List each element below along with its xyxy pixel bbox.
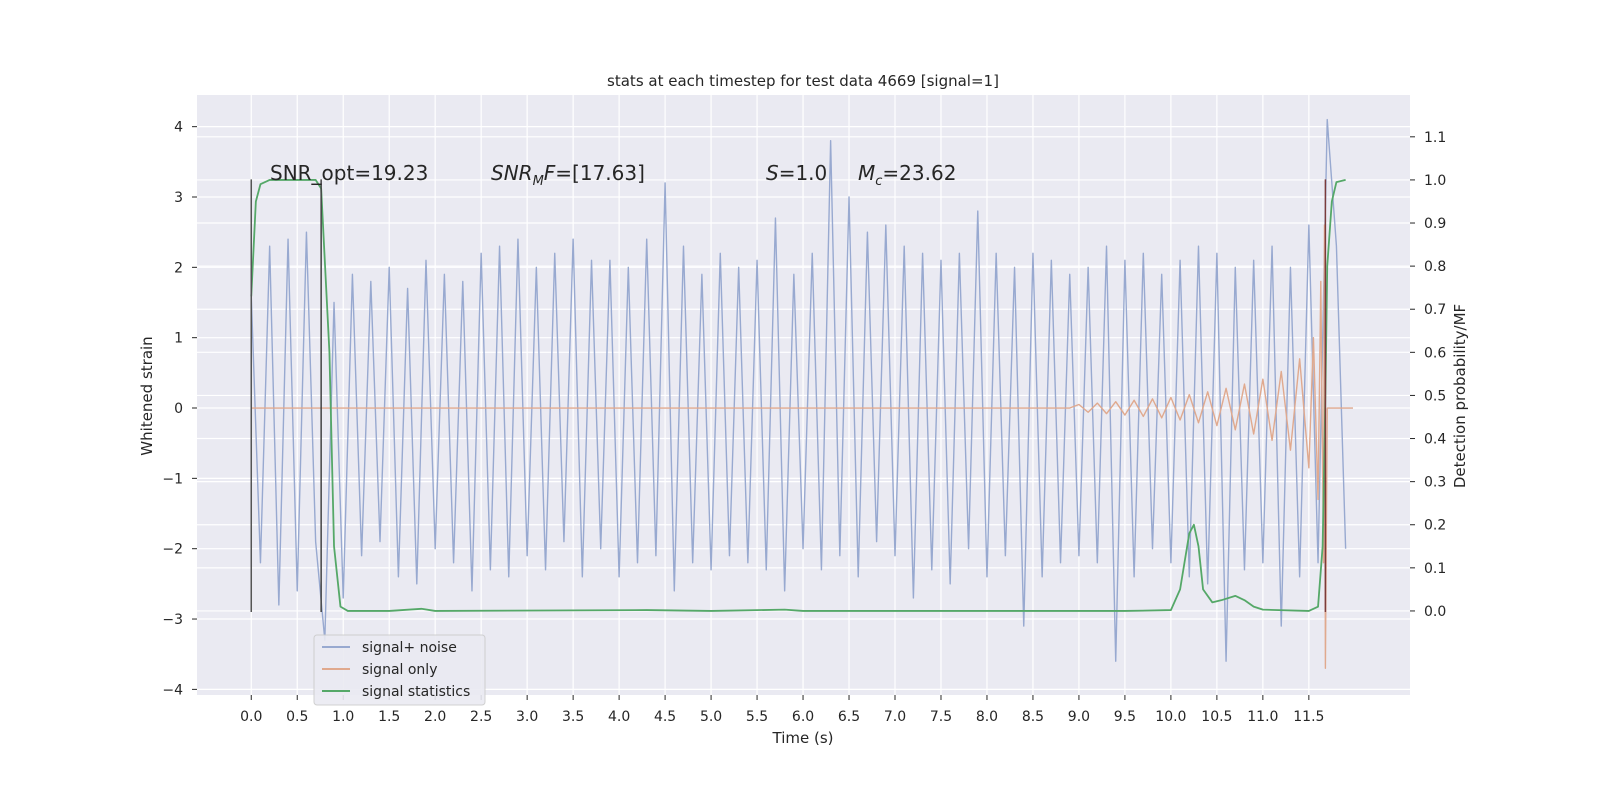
x-tick-label: 7.5 xyxy=(930,709,952,725)
x-tick-label: 2.5 xyxy=(470,709,492,725)
legend-label: signal statistics xyxy=(362,684,470,700)
y2-tick-label: 0.6 xyxy=(1424,345,1446,361)
x-tick-label: 8.0 xyxy=(976,709,998,725)
y-tick-label: −2 xyxy=(162,542,183,558)
annotation-subscript: c xyxy=(875,174,882,189)
y-axis-label: Whitened strain xyxy=(138,336,156,455)
x-tick-label: 9.5 xyxy=(1114,709,1136,725)
y-tick-label: −1 xyxy=(162,471,183,487)
legend-label: signal+ noise xyxy=(362,640,457,656)
y-tick-label: 0 xyxy=(174,401,183,417)
y2-tick-label: 1.0 xyxy=(1424,173,1446,189)
y2-tick-label: 0.1 xyxy=(1424,561,1446,577)
annotation-text: SNR xyxy=(491,161,533,185)
annotation-text: =23.62 xyxy=(882,161,956,185)
x-tick-label: 9.0 xyxy=(1068,709,1090,725)
x-tick-label: 4.0 xyxy=(608,709,630,725)
y-tick-label: −4 xyxy=(162,682,183,698)
annotation-subscript: M xyxy=(533,174,544,189)
x-tick-label: 6.0 xyxy=(792,709,814,725)
x-tick-label: 10.5 xyxy=(1201,709,1232,725)
x-tick-label: 2.0 xyxy=(424,709,446,725)
annotation: S=1.0 xyxy=(766,161,827,185)
x-tick-label: 11.0 xyxy=(1247,709,1278,725)
y2-tick-label: 0.8 xyxy=(1424,259,1446,275)
x-tick-label: 4.5 xyxy=(654,709,676,725)
legend-label: signal only xyxy=(362,662,437,678)
y2-tick-label: 1.1 xyxy=(1424,130,1446,146)
annotation-text: SNR_opt=19.23 xyxy=(270,161,428,185)
y2-axis-label: Detection probability/MF xyxy=(1451,304,1469,488)
y2-tick-label: 0.3 xyxy=(1424,475,1446,491)
y2-tick-label: 0.4 xyxy=(1424,432,1446,448)
x-axis-label: Time (s) xyxy=(772,729,834,747)
y2-tick-label: 0.2 xyxy=(1424,518,1446,534)
y2-tick-label: 0.9 xyxy=(1424,216,1446,232)
y2-tick-label: 0.0 xyxy=(1424,604,1446,620)
annotation-text: F xyxy=(544,161,556,185)
annotation-text: =[17.63] xyxy=(555,161,645,185)
chart-title: stats at each timestep for test data 466… xyxy=(607,72,999,90)
x-tick-label: 0.0 xyxy=(240,709,262,725)
annotation: Mc=23.62 xyxy=(858,161,956,189)
legend: signal+ noise signal only signal statistic… xyxy=(313,634,486,706)
y-tick-label: 2 xyxy=(174,260,183,276)
annotation-text: S xyxy=(766,161,779,185)
series-line xyxy=(250,179,1346,612)
legend-box xyxy=(313,634,486,706)
x-tick-label: 1.5 xyxy=(378,709,400,725)
annotation: SNRMF=[17.63] xyxy=(491,161,645,189)
x-tick-label: 6.5 xyxy=(838,709,860,725)
x-tick-label: 11.5 xyxy=(1293,709,1324,725)
x-tick-label: 1.0 xyxy=(332,709,354,725)
x-tick-label: 7.0 xyxy=(884,709,906,725)
x-tick-label: 10.0 xyxy=(1155,709,1186,725)
x-tick-label: 3.5 xyxy=(562,709,584,725)
series-line xyxy=(250,118,1347,662)
x-tick-label: 8.5 xyxy=(1022,709,1044,725)
marks xyxy=(250,118,1353,669)
y-tick-label: 1 xyxy=(174,331,183,347)
annotation: SNR_opt=19.23 xyxy=(270,161,428,185)
series-line xyxy=(251,224,1353,669)
y-tick-label: −3 xyxy=(162,612,183,628)
annotation-text: M xyxy=(858,161,875,185)
x-tick-label: 5.0 xyxy=(700,709,722,725)
y-tick-label: 4 xyxy=(174,120,183,136)
y2-tick-label: 0.7 xyxy=(1424,302,1446,318)
y-tick-label: 3 xyxy=(174,190,183,206)
y2-tick-label: 0.5 xyxy=(1424,388,1446,404)
axes: 0.0 0.5 1.0 1.5 2.0 2.5 3.0 3.5 4.0 4.5 5.0 5.5 6.0 6… xyxy=(162,120,1446,725)
x-tick-label: 3.0 xyxy=(516,709,538,725)
x-tick-label: 5.5 xyxy=(746,709,768,725)
x-tick-label: 0.5 xyxy=(286,709,308,725)
annotation-text: =1.0 xyxy=(779,161,828,185)
